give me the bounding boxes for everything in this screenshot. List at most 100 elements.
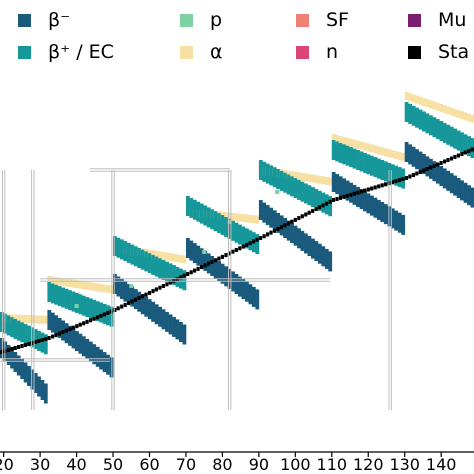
cell-alpha xyxy=(95,283,100,292)
x-tick-label: 140 xyxy=(426,455,457,474)
cell-beta-minus xyxy=(453,175,457,196)
cell-beta-plus xyxy=(293,178,298,199)
cell-alpha xyxy=(342,136,346,145)
cell-beta-plus xyxy=(286,174,291,195)
cell-alpha xyxy=(61,278,65,287)
cell-beta-minus xyxy=(140,294,145,315)
cell-stable xyxy=(37,339,41,343)
cell-alpha xyxy=(161,252,166,260)
cell-beta-plus xyxy=(366,154,371,175)
cell-stable xyxy=(366,187,370,192)
cell-alpha xyxy=(304,173,308,182)
cell-stable xyxy=(425,167,429,171)
cell-beta-minus xyxy=(224,266,228,287)
cell-beta-minus xyxy=(460,180,464,201)
cell-alpha xyxy=(335,135,340,143)
cell-stable xyxy=(71,325,75,330)
cell-alpha xyxy=(182,255,187,264)
cell-alpha xyxy=(317,175,322,184)
cell-stable xyxy=(318,205,322,210)
cell-stable xyxy=(290,219,294,224)
x-tick-label: 50 xyxy=(103,455,123,474)
cell-beta-plus xyxy=(276,169,280,189)
cell-alpha xyxy=(251,215,256,224)
cell-beta-plus xyxy=(88,298,93,319)
cell-beta-minus xyxy=(401,214,406,235)
cell-alpha xyxy=(172,253,176,262)
cell-beta-minus xyxy=(258,200,263,220)
legend-item-stable: Sta xyxy=(408,41,469,63)
cell-beta-plus xyxy=(321,192,326,213)
cell-beta-minus xyxy=(196,245,201,266)
cell-stable xyxy=(6,348,11,352)
cell-stable xyxy=(168,280,172,285)
cell-alpha xyxy=(255,215,260,224)
cell-p xyxy=(227,220,232,224)
cell-beta-plus xyxy=(33,329,38,350)
cell-stable xyxy=(57,331,62,336)
x-tick-label: 110 xyxy=(317,455,348,474)
cell-stable xyxy=(342,194,346,199)
cell-stable xyxy=(213,258,218,263)
cell-beta-plus xyxy=(397,167,402,188)
cell-stable xyxy=(10,347,14,351)
cell-beta-plus xyxy=(120,239,124,260)
cell-alpha xyxy=(311,174,315,183)
cell-beta-plus xyxy=(345,145,350,166)
cell-stable xyxy=(436,162,440,167)
cell-stable xyxy=(206,261,211,266)
legend-swatch xyxy=(18,46,31,59)
cell-stable xyxy=(293,217,297,222)
cell-beta-minus xyxy=(154,304,159,325)
cell-beta-plus xyxy=(10,317,14,338)
cell-beta-plus xyxy=(258,160,263,180)
cell-stable xyxy=(34,340,38,344)
cell-alpha xyxy=(151,250,155,259)
cell-beta-plus xyxy=(415,107,419,128)
cell-beta-minus xyxy=(311,238,315,259)
legend-label: n xyxy=(326,41,338,63)
cell-beta-plus xyxy=(363,152,367,173)
cell-beta-plus xyxy=(196,201,201,222)
cell-beta-plus xyxy=(463,134,468,155)
cell-alpha xyxy=(154,250,159,259)
legend-item-p: p xyxy=(180,9,222,31)
cell-stable xyxy=(408,174,412,179)
cell-stable xyxy=(92,316,96,321)
cell-beta-plus xyxy=(20,322,24,343)
cell-beta-minus xyxy=(102,352,107,373)
cell-stable xyxy=(85,319,89,324)
cell-beta-minus xyxy=(189,240,194,261)
cell-alpha xyxy=(331,134,336,142)
cell-alpha xyxy=(408,93,412,102)
cell-beta-plus xyxy=(81,295,86,316)
cell-alpha xyxy=(366,143,371,152)
cell-beta-plus xyxy=(238,224,242,245)
cell-beta-minus xyxy=(95,346,100,367)
cell-stable xyxy=(279,225,283,230)
cell-beta-minus xyxy=(324,248,329,269)
cell-stable xyxy=(259,236,263,240)
cell-beta-plus xyxy=(158,258,162,279)
cell-beta-plus xyxy=(6,315,11,336)
cell-stable xyxy=(109,309,113,314)
cell-stable xyxy=(443,159,447,164)
cell-alpha xyxy=(165,252,169,261)
cell-stable xyxy=(68,327,72,332)
cell-stable xyxy=(404,176,409,180)
cell-beta-minus xyxy=(446,170,451,191)
cell-alpha xyxy=(470,114,474,123)
cell-stable xyxy=(127,301,131,306)
cell-beta-minus xyxy=(425,156,430,177)
cell-beta-minus xyxy=(331,172,336,192)
cell-beta-minus xyxy=(123,281,128,302)
cell-beta-minus xyxy=(449,173,454,194)
cell-p xyxy=(202,250,207,254)
cell-beta-plus xyxy=(144,251,149,272)
cell-beta-plus xyxy=(64,288,69,309)
cell-beta-plus xyxy=(133,246,138,267)
cell-alpha xyxy=(245,214,249,223)
cell-stable xyxy=(328,199,332,204)
cell-beta-minus xyxy=(328,251,333,272)
